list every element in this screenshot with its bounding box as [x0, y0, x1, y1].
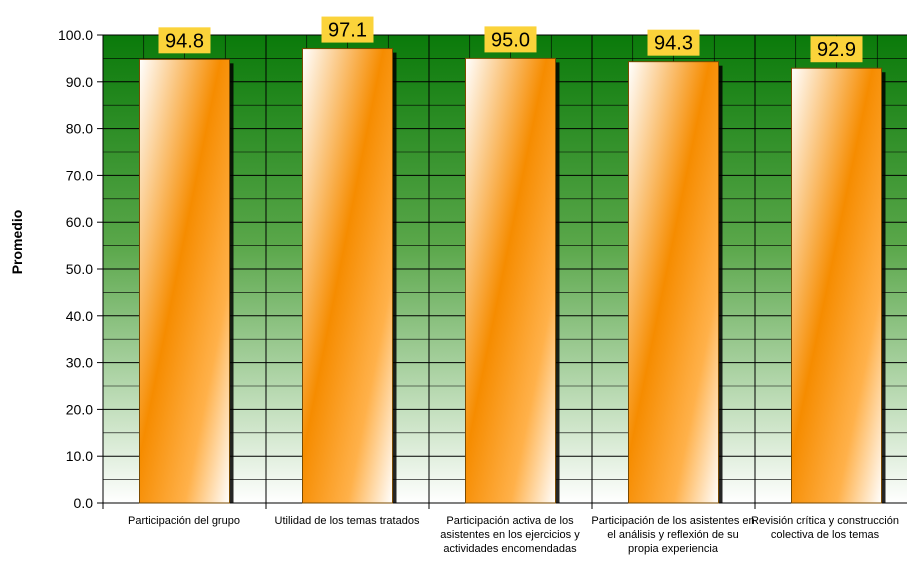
- x-tick-label: Utilidad de los temas tratados: [274, 515, 420, 527]
- y-tick-label: 30.0: [66, 355, 93, 371]
- bar: [302, 48, 393, 504]
- bar: [465, 57, 556, 504]
- x-tick-label: Revisión crítica y construcción colectiv…: [751, 515, 899, 541]
- x-tick-label: Participación activa de los asistentes e…: [440, 515, 580, 555]
- value-label: 97.1: [328, 20, 367, 42]
- y-tick-label: 10.0: [66, 448, 93, 464]
- y-tick-label: 70.0: [66, 167, 93, 183]
- x-tick-label: Participación del grupo: [128, 515, 240, 527]
- y-tick-label: 90.0: [66, 74, 93, 90]
- value-label: 94.3: [654, 33, 693, 55]
- y-tick-label: 50.0: [66, 261, 93, 277]
- value-label-box: [158, 27, 211, 54]
- y-tick-label: 100.0: [58, 27, 93, 43]
- bar: [791, 67, 882, 504]
- y-tick-label: 60.0: [66, 214, 93, 230]
- value-label: 94.8: [165, 30, 204, 52]
- y-tick-label: 80.0: [66, 121, 93, 137]
- value-label-box: [321, 16, 374, 43]
- bar: [628, 61, 719, 504]
- y-tick-label: 20.0: [66, 401, 93, 417]
- value-label-box: [810, 36, 863, 63]
- y-tick-label: 40.0: [66, 308, 93, 324]
- x-tick-label: Participación de los asistentes en el an…: [591, 515, 755, 555]
- value-label: 92.9: [817, 39, 856, 61]
- value-label: 95.0: [491, 29, 530, 51]
- y-tick-label: 0.0: [74, 495, 94, 511]
- y-axis-label: Promedio: [9, 210, 25, 275]
- value-label-box: [484, 26, 537, 53]
- bar: [139, 58, 230, 504]
- bars: [139, 48, 886, 504]
- value-labels: 94.8 97.1 95.0 94.3 92.9: [158, 16, 863, 63]
- value-label-box: [647, 29, 700, 56]
